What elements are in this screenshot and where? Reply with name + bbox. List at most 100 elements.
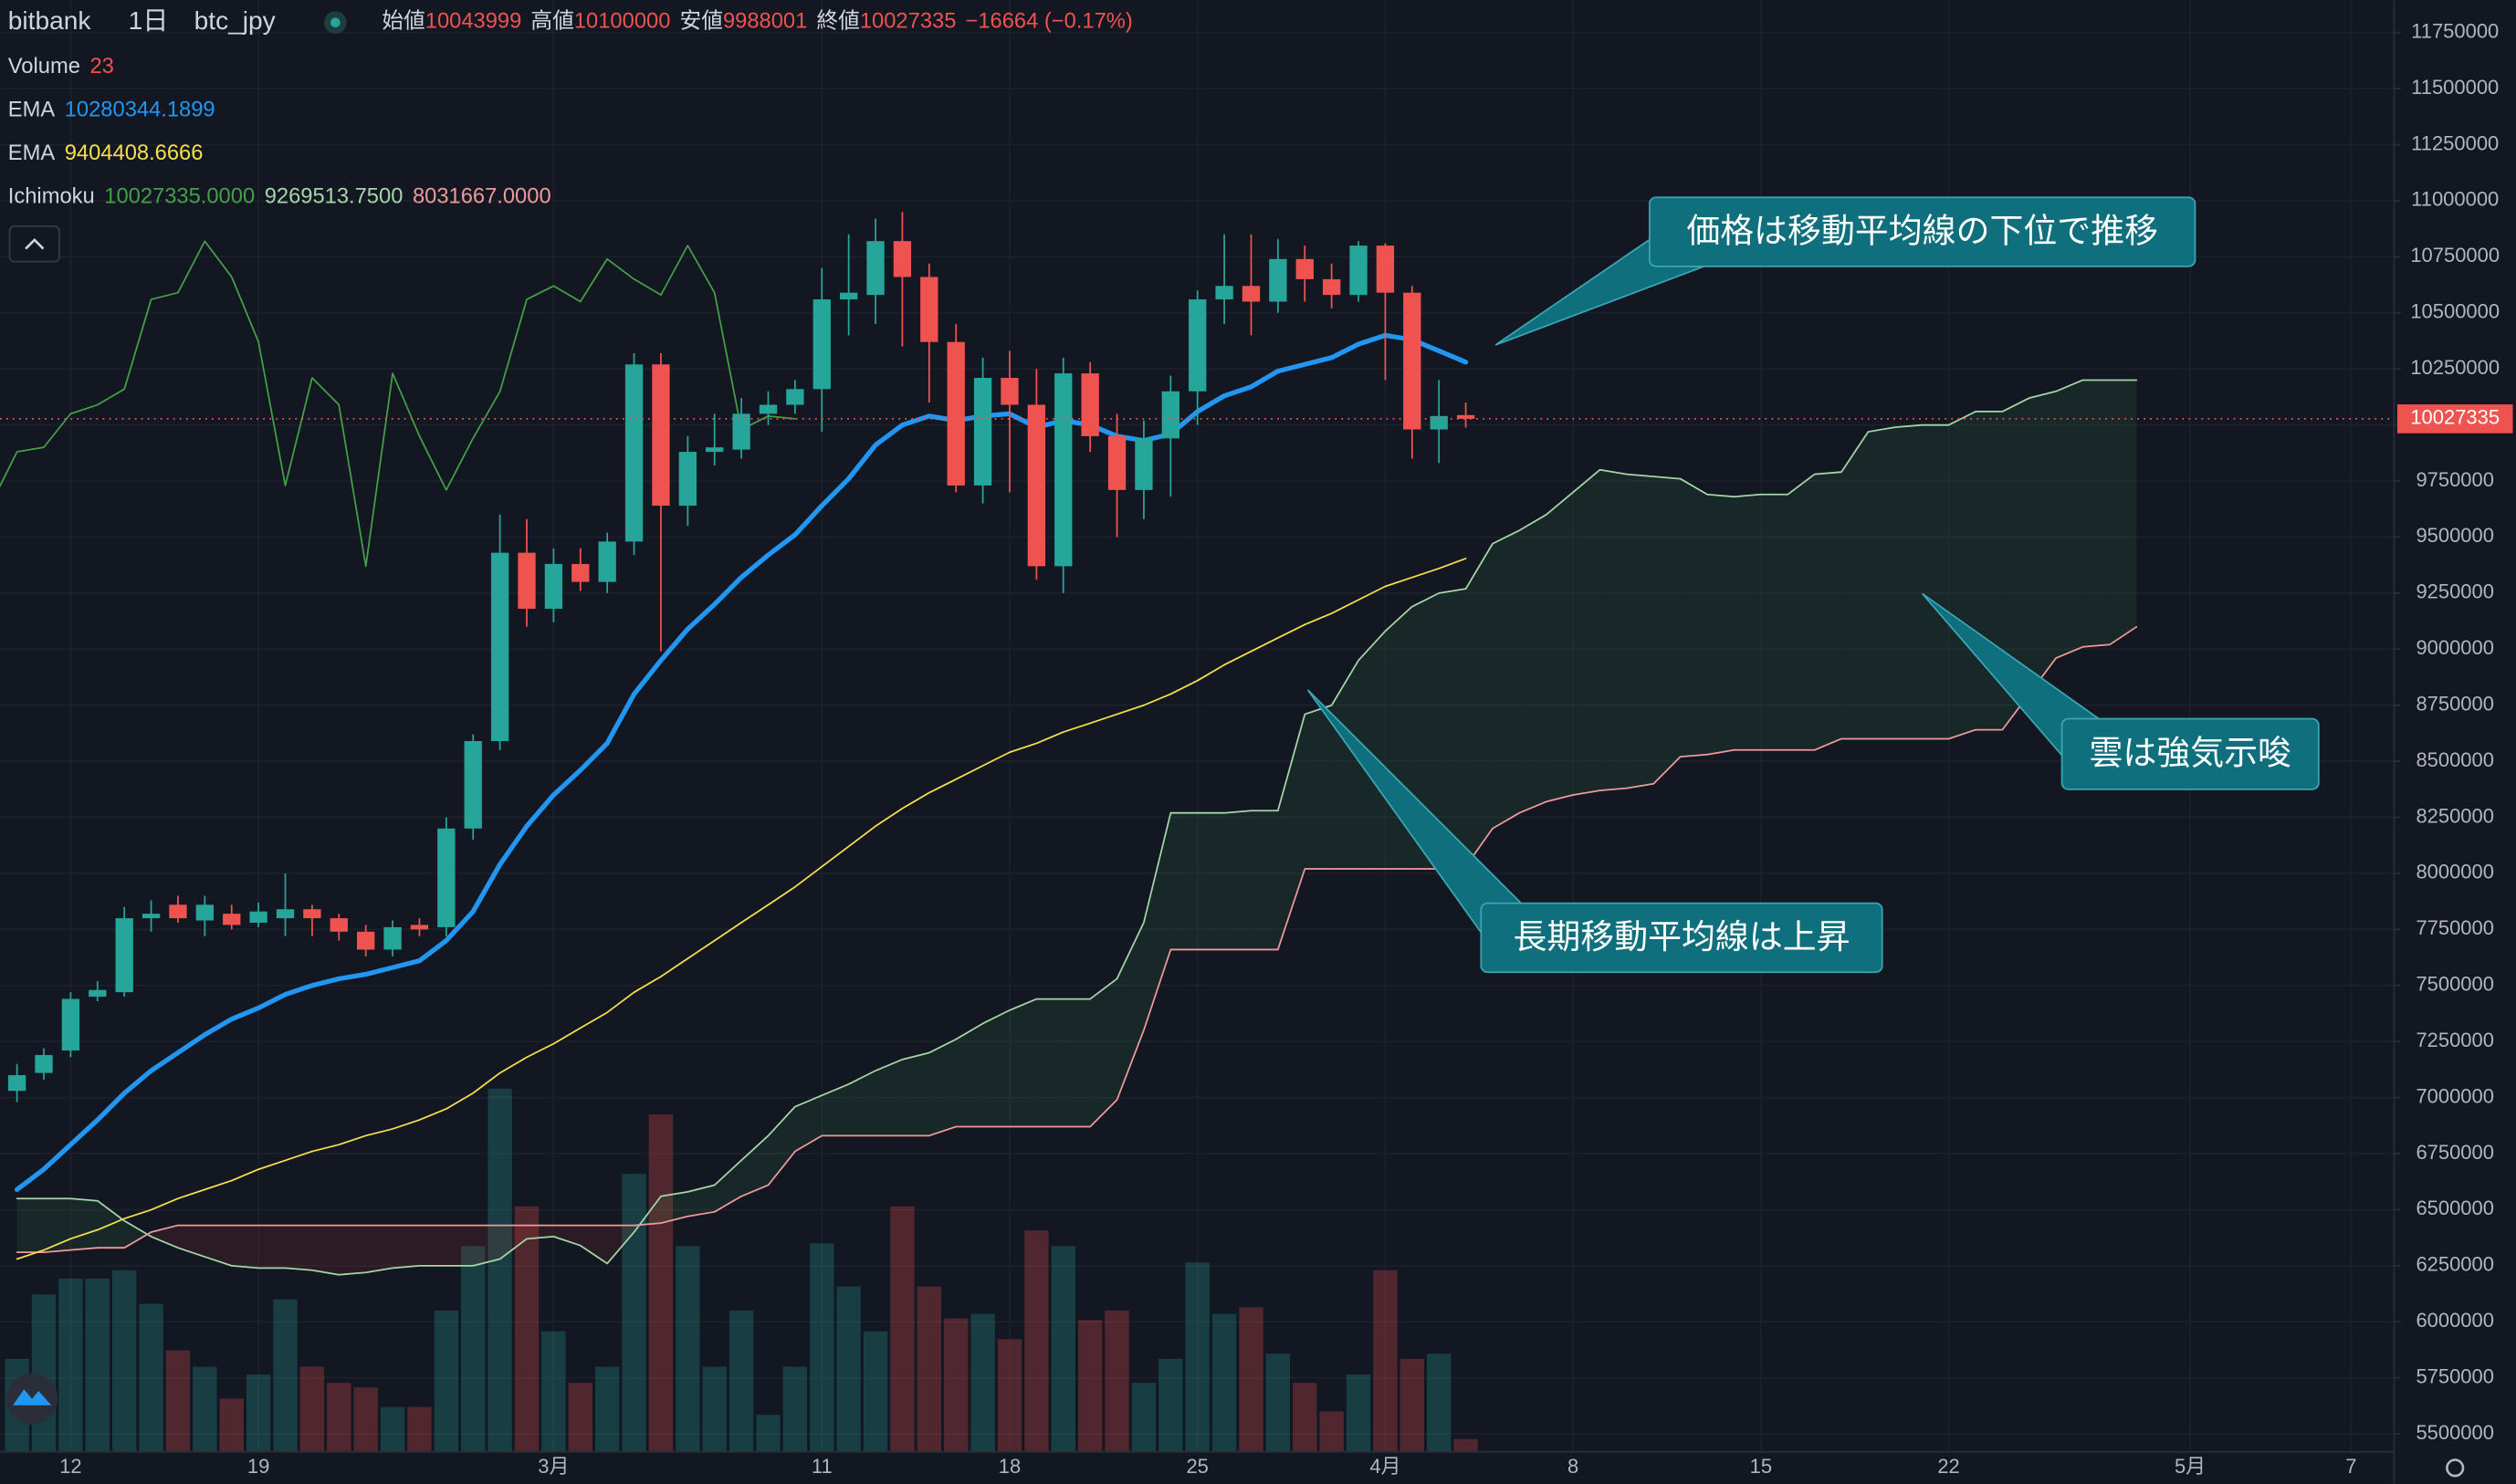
cloud-fill (1573, 469, 1600, 796)
candle-body (973, 378, 992, 486)
candle-body (947, 341, 965, 486)
candle-body (7, 1075, 26, 1092)
volume-bar (1024, 1230, 1049, 1452)
legend-name: Volume (8, 55, 80, 78)
volume-bar (729, 1310, 754, 1452)
legend-name: Ichimoku (8, 185, 95, 209)
candle-body (571, 563, 590, 582)
cloud-fill (660, 1191, 688, 1224)
axes: 5500000 5750000 6000000 6250000 6500000 67500… (59, 20, 2513, 1478)
volume-bar (1453, 1438, 1478, 1452)
candle-body (598, 541, 616, 582)
candle-body (1189, 299, 1207, 392)
candle-body (490, 552, 509, 742)
candle-body (1054, 373, 1073, 567)
cloud-fill (1063, 998, 1091, 1127)
cloud-fill (956, 1023, 983, 1127)
volume-bar (273, 1299, 298, 1452)
volume-bar (139, 1303, 163, 1452)
cloud-fill (1680, 478, 1708, 758)
cloud-fill (1170, 812, 1198, 950)
legend-ema: EMA 9404408.6666 (8, 141, 204, 165)
volume-bar (541, 1331, 566, 1452)
cloud-fill (580, 1225, 608, 1264)
ohlc-value: 10043999 (425, 10, 522, 34)
volume-layer (5, 1088, 1478, 1452)
legend-ema: EMA 10280344.1899 (8, 99, 215, 122)
pair[interactable]: btc_jpy (194, 6, 276, 35)
candle-body (1295, 258, 1314, 279)
cloud-fill (1465, 543, 1493, 867)
x-tick-label: 7 (2345, 1455, 2356, 1478)
candle-body (652, 364, 670, 507)
cloud-fill (43, 1198, 71, 1253)
x-tick-label: 25 (1186, 1455, 1208, 1478)
y-tick-label: 5500000 (2416, 1421, 2494, 1444)
candle-body (357, 931, 375, 950)
legend-volume: Volume 23 (8, 55, 114, 78)
ohlc-value: 10100000 (574, 10, 671, 34)
candle-body (1242, 286, 1261, 302)
candle-body (893, 241, 912, 277)
candle-body (464, 741, 482, 829)
legend-value: 10280344.1899 (65, 99, 215, 122)
cloud-fill (1009, 998, 1037, 1127)
callout-box (1480, 902, 1883, 974)
interval[interactable]: 1日 (129, 6, 169, 35)
legend-ichimoku: Ichimoku 10027335.0000 9269513.7500 8031667… (8, 185, 551, 209)
candle-body (1403, 292, 1421, 430)
cloud-fill (875, 1059, 903, 1136)
volume-bar (676, 1246, 700, 1452)
candle-body (624, 364, 644, 542)
volume-bar (890, 1206, 915, 1452)
candle-body (437, 828, 456, 927)
collapse-button[interactable] (8, 225, 60, 263)
legend-name: EMA (8, 99, 56, 122)
cloud-fill (473, 1225, 500, 1266)
settings-icon[interactable] (2446, 1458, 2465, 1478)
cloud-fill (2002, 398, 2029, 730)
cloud-fill (1519, 514, 1546, 813)
y-tick-label: 9250000 (2416, 580, 2494, 603)
ohlc-label: 安値 (680, 9, 723, 34)
legend-value: 23 (89, 55, 113, 78)
candle-body (169, 904, 187, 919)
cloud-fill (124, 1220, 152, 1249)
cloud-fill (1251, 810, 1278, 950)
cloud-fill (1894, 424, 1923, 739)
volume-bar (1427, 1353, 1452, 1452)
ohlc-value: 10027335 (860, 10, 957, 34)
cloud-fill (553, 1225, 581, 1246)
cloud-fill (311, 1225, 340, 1275)
volume-bar (1293, 1383, 1317, 1452)
cloud-fill (1841, 432, 1869, 739)
volume-bar (997, 1339, 1022, 1452)
volume-bar (112, 1270, 137, 1452)
exchange: bitbank (8, 6, 92, 35)
x-tick-label: 22 (1937, 1455, 1959, 1478)
candle-body (678, 452, 697, 507)
cloud-fill (902, 1052, 929, 1136)
callout-text: 雲は強気示唆 (2089, 735, 2291, 772)
y-tick-label: 9750000 (2416, 468, 2494, 491)
candle-body (1430, 415, 1448, 430)
volume-bar (1319, 1411, 1344, 1452)
legend-value: 9404408.6666 (65, 141, 204, 165)
price-label: 10027335 (2410, 406, 2500, 429)
x-tick-label: 8 (1567, 1455, 1578, 1478)
cloud-fill (1492, 530, 1520, 829)
y-tick-label: 9000000 (2416, 636, 2494, 659)
volume-bar (917, 1286, 942, 1452)
cloud-fill (70, 1198, 98, 1250)
candle-body (759, 404, 778, 414)
volume-bar (1211, 1313, 1237, 1452)
x-tick-label: 12 (59, 1455, 81, 1478)
cloud-fill (1734, 494, 1761, 750)
volume-bar (1400, 1358, 1424, 1452)
ema-line (14, 332, 1469, 1193)
volume-bar (1051, 1246, 1075, 1452)
volume-bar (863, 1331, 888, 1452)
candle-body (115, 918, 133, 993)
y-tick-label: 7250000 (2416, 1029, 2494, 1051)
y-tick-label: 10500000 (2410, 300, 2500, 323)
